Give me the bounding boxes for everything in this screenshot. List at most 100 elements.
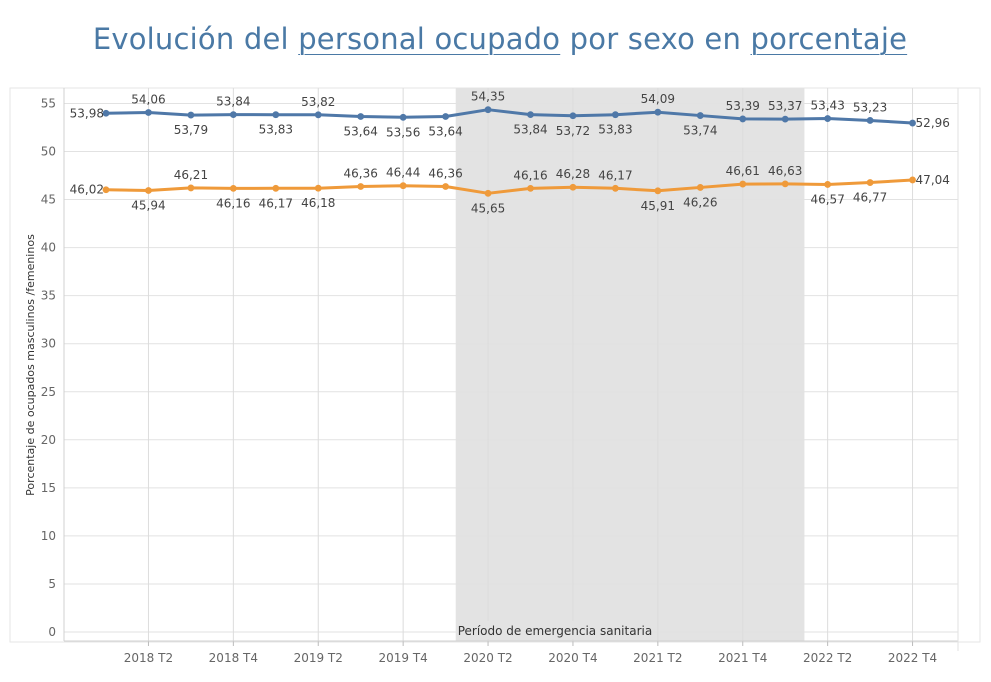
y-tick-label: 35 (41, 289, 56, 303)
data-label: 46,18 (301, 196, 335, 210)
data-point (612, 184, 619, 192)
data-point (272, 184, 280, 192)
shade-label: Período de emergencia sanitaria (458, 624, 653, 638)
data-label: 46,57 (810, 192, 844, 206)
data-point (399, 113, 407, 121)
data-label: 46,16 (216, 196, 250, 210)
emergency-period-shade (455, 88, 805, 641)
data-point (866, 117, 874, 124)
data-label: 53,43 (810, 99, 844, 113)
data-point (187, 184, 195, 192)
data-label: 46,17 (598, 168, 632, 182)
data-point (909, 119, 916, 127)
data-point (909, 176, 916, 184)
data-point (866, 179, 874, 186)
title-part: Evolución del (92, 22, 299, 56)
data-point (569, 112, 577, 120)
y-tick-label: 15 (41, 481, 56, 495)
y-tick-label: 45 (41, 193, 56, 207)
y-tick-label: 50 (41, 145, 56, 159)
data-point (484, 189, 492, 197)
data-label: 53,56 (386, 125, 420, 139)
data-label: 54,06 (131, 92, 165, 106)
data-point (145, 187, 152, 194)
x-tick-label: 2020 T4 (548, 651, 597, 665)
title-part: porcentaje (750, 22, 908, 56)
y-tick-label: 40 (41, 241, 56, 255)
x-tick-label: 2021 T4 (718, 651, 767, 665)
data-point (696, 112, 704, 119)
data-point (824, 181, 832, 188)
data-point (314, 111, 322, 119)
data-label: 46,28 (556, 167, 590, 181)
data-label: 45,94 (131, 199, 165, 213)
data-point (781, 115, 789, 123)
data-point (442, 113, 449, 120)
data-point (612, 111, 619, 119)
data-point (654, 108, 662, 116)
data-label: 46,02 (70, 183, 104, 197)
data-label: 54,09 (641, 92, 675, 106)
data-point (442, 183, 449, 190)
data-point (314, 184, 322, 192)
data-label: 53,37 (768, 99, 802, 113)
shade-label-bg (456, 621, 647, 639)
data-label: 46,26 (683, 195, 717, 209)
y-tick-label: 25 (41, 385, 56, 399)
data-point (654, 187, 662, 195)
data-label: 46,36 (344, 166, 378, 180)
data-label: 46,17 (259, 196, 293, 210)
y-tick-label: 5 (48, 577, 56, 591)
chart-title: Evolución del personal ocupado por sexo … (0, 22, 991, 56)
data-label: 46,44 (386, 166, 420, 180)
data-label: 53,23 (853, 100, 887, 114)
data-point (187, 111, 195, 119)
data-point (781, 180, 789, 188)
y-tick-label: 30 (41, 337, 56, 351)
x-tick-label: 2018 T4 (209, 651, 258, 665)
data-point (102, 186, 110, 194)
data-label: 53,98 (70, 106, 104, 120)
data-point (696, 184, 704, 191)
data-label: 46,61 (726, 164, 760, 178)
x-tick-label: 2022 T2 (803, 651, 852, 665)
y-tick-label: 10 (41, 529, 56, 543)
data-label: 46,36 (428, 166, 462, 180)
data-label: 53,84 (513, 123, 547, 137)
data-label: 53,82 (301, 95, 335, 109)
data-point (739, 115, 747, 123)
data-label: 53,72 (556, 124, 590, 138)
data-point (357, 113, 365, 120)
data-label: 46,77 (853, 191, 887, 205)
x-tick-label: 2019 T4 (378, 651, 427, 665)
data-point (145, 109, 152, 116)
data-label: 54,35 (471, 90, 505, 104)
x-tick-label: 2021 T2 (633, 651, 682, 665)
x-tick-label: 2020 T2 (463, 651, 512, 665)
data-label: 53,83 (259, 123, 293, 137)
data-label: 53,74 (683, 124, 717, 138)
data-point (357, 183, 365, 190)
data-point (272, 111, 280, 119)
x-tick-label: 2018 T2 (124, 651, 173, 665)
data-point (229, 185, 237, 192)
data-label: 46,16 (513, 168, 547, 182)
title-part: personal ocupado (298, 22, 561, 56)
data-point (824, 115, 832, 122)
data-label: 53,79 (174, 123, 208, 137)
data-label: 53,64 (344, 125, 378, 139)
data-label: 45,65 (471, 201, 505, 215)
data-point (739, 180, 747, 188)
data-point (569, 183, 577, 191)
data-point (399, 182, 407, 190)
y-tick-label: 55 (41, 96, 56, 110)
data-label: 53,64 (428, 125, 462, 139)
data-label: 53,83 (598, 123, 632, 137)
data-label: 53,39 (726, 99, 760, 113)
data-point (527, 185, 534, 192)
data-label: 47,04 (916, 173, 950, 187)
data-label: 46,63 (768, 164, 802, 178)
y-tick-label: 0 (48, 625, 56, 639)
series-line-1 (105, 178, 913, 195)
